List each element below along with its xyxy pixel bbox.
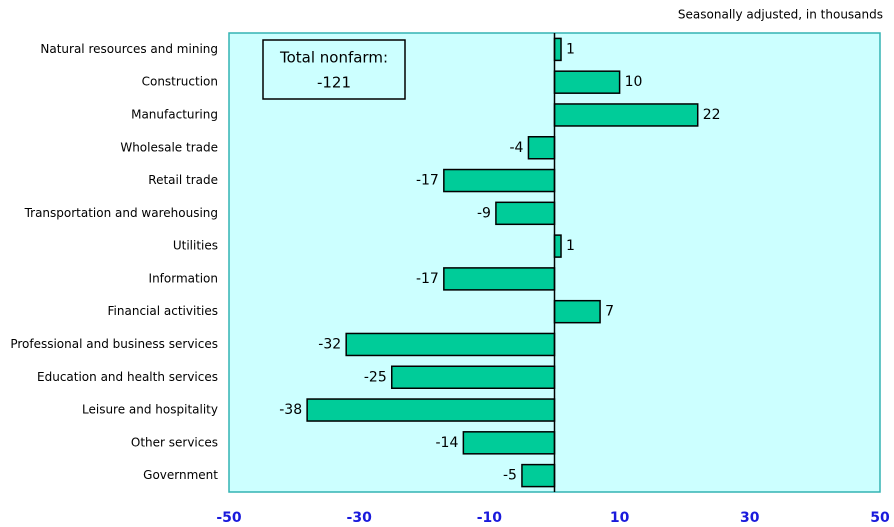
data-label: -14	[435, 435, 458, 451]
y-tick-label: Education and health services	[37, 370, 218, 384]
data-label: 22	[703, 107, 721, 123]
x-tick-label: -50	[216, 510, 242, 526]
bar	[553, 70, 621, 94]
y-tick-label: Leisure and hospitality	[82, 403, 218, 417]
y-tick-label: Financial activities	[108, 304, 218, 318]
x-tick-label: -10	[477, 510, 503, 526]
bar	[553, 234, 562, 258]
data-label: -17	[416, 271, 439, 287]
x-tick-label: 10	[610, 510, 630, 526]
y-tick-label: Government	[143, 468, 218, 482]
bar	[345, 332, 556, 357]
bar	[553, 299, 601, 324]
x-tick-label: -30	[347, 510, 373, 526]
bar	[391, 365, 556, 389]
bar	[443, 267, 556, 291]
data-label: 1	[566, 238, 575, 254]
data-label: -9	[477, 205, 491, 221]
x-tick-label: 50	[870, 510, 890, 526]
y-tick-label: Other services	[131, 435, 218, 449]
data-label: -5	[503, 468, 517, 484]
y-tick-label: Construction	[142, 75, 218, 89]
data-label: -32	[318, 336, 341, 352]
data-label: -25	[364, 369, 387, 385]
annotation-label: Total nonfarm:	[279, 49, 388, 67]
y-tick-label: Transportation and warehousing	[24, 206, 218, 220]
bar	[495, 201, 556, 226]
y-tick-label: Professional and business services	[10, 337, 218, 351]
bar	[527, 136, 556, 160]
y-tick-label: Information	[149, 271, 218, 285]
y-tick-label: Utilities	[173, 239, 218, 253]
bar	[462, 431, 556, 455]
data-label: 1	[566, 41, 575, 57]
y-tick-label: Retail trade	[148, 173, 218, 187]
data-label: -17	[416, 173, 439, 189]
y-tick-label: Wholesale trade	[120, 140, 218, 154]
y-tick-label: Natural resources and mining	[40, 42, 218, 56]
bar	[306, 398, 556, 422]
annotation-box	[262, 39, 406, 100]
data-label: 10	[625, 74, 643, 90]
bar	[443, 168, 556, 193]
data-label: -38	[279, 402, 302, 418]
bar	[553, 37, 562, 62]
bar	[521, 463, 556, 488]
data-label: -4	[509, 140, 523, 156]
data-label: 7	[605, 304, 614, 320]
annotation-total: -121	[317, 74, 351, 92]
y-tick-label: Manufacturing	[131, 107, 218, 121]
bar	[553, 103, 699, 127]
chart-subtitle: Seasonally adjusted, in thousands	[678, 8, 883, 22]
x-tick-label: 30	[740, 510, 760, 526]
